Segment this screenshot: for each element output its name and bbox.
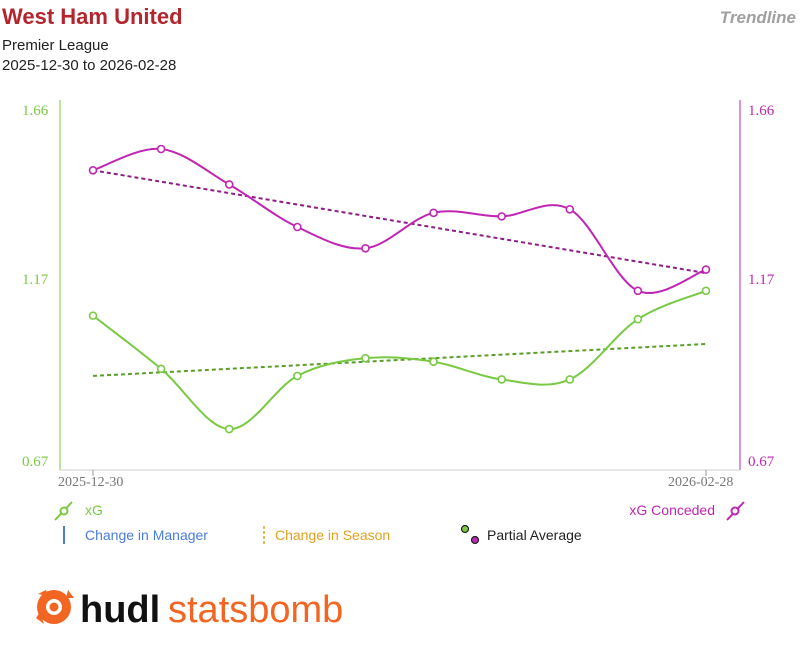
xg-conceded-data-point[interactable] (633, 286, 643, 296)
x-tick-label-end: 2026-02-28 (668, 475, 733, 490)
date-range-label: 2025-12-30 to 2026-02-28 (2, 57, 177, 74)
season-change-label: Change in Season (275, 527, 390, 543)
xg-conceded-data-point[interactable] (565, 204, 575, 214)
series-layer (88, 144, 711, 434)
xg-data-point[interactable] (361, 353, 370, 363)
xg-conceded-data-point[interactable] (293, 222, 302, 232)
xg-data-point[interactable] (88, 311, 98, 320)
logo-svg: hudl statsbomb (36, 589, 343, 631)
xg-data-point[interactable] (429, 357, 438, 367)
xg-data-point[interactable] (293, 371, 302, 381)
competition-label: Premier League (2, 37, 109, 54)
xg-data-point[interactable] (497, 375, 506, 384)
xg-data-point[interactable] (156, 364, 166, 374)
xg-data-point[interactable] (633, 314, 643, 324)
logo-text-hudl: hudl (80, 589, 160, 631)
y-left-tick-label: 0.67 (22, 454, 49, 470)
chart-kind-label: Trendline (719, 8, 796, 27)
hudl-statsbomb-logo: hudl statsbomb (30, 582, 370, 632)
y-left-tick-label: 1.17 (22, 272, 49, 288)
y-right-tick-label: 1.66 (748, 103, 775, 119)
partial-average-label: Partial Average (487, 527, 582, 543)
y-right-tick-label: 1.17 (748, 272, 775, 288)
xg-conceded-data-point[interactable] (156, 144, 166, 154)
xg-conceded-legend-label: xG Conceded (629, 502, 715, 518)
xg-conceded-trendline (92, 169, 707, 275)
logo-text-statsbomb: statsbomb (168, 589, 343, 631)
xg-data-point[interactable] (565, 375, 575, 384)
y-right-tick-label: 0.67 (748, 454, 775, 470)
xg-conceded-data-point[interactable] (497, 212, 506, 221)
xg-data-point[interactable] (224, 424, 234, 434)
xg-conceded-data-point[interactable] (701, 265, 711, 274)
xg-conceded-legend-icon (726, 501, 745, 521)
xg-trendline (92, 343, 707, 377)
y-left-tick-label: 1.66 (22, 103, 49, 119)
xg-conceded-data-point[interactable] (429, 208, 438, 218)
partial-average-icon (460, 524, 480, 545)
xg-data-point[interactable] (701, 286, 711, 296)
xg-series-line (92, 289, 707, 431)
x-tick-label-start: 2025-12-30 (58, 475, 123, 490)
xg-conceded-data-point[interactable] (88, 165, 98, 175)
xg-legend-label: xG (85, 502, 103, 518)
trendline-chart: 1.66 1.17 0.67 1.66 1.17 0.67 2025-12-30… (22, 100, 775, 545)
subtitle: Premier League 2025-12-30 to 2026-02-28 (2, 36, 176, 76)
xg-conceded-data-point[interactable] (361, 243, 370, 253)
xg-legend-icon (54, 501, 73, 521)
team-title: West Ham United (2, 4, 183, 29)
logo-mark-icon (36, 590, 74, 624)
xg-conceded-series-line (92, 147, 707, 294)
manager-change-label: Change in Manager (85, 527, 208, 543)
xg-conceded-data-point[interactable] (224, 180, 234, 189)
